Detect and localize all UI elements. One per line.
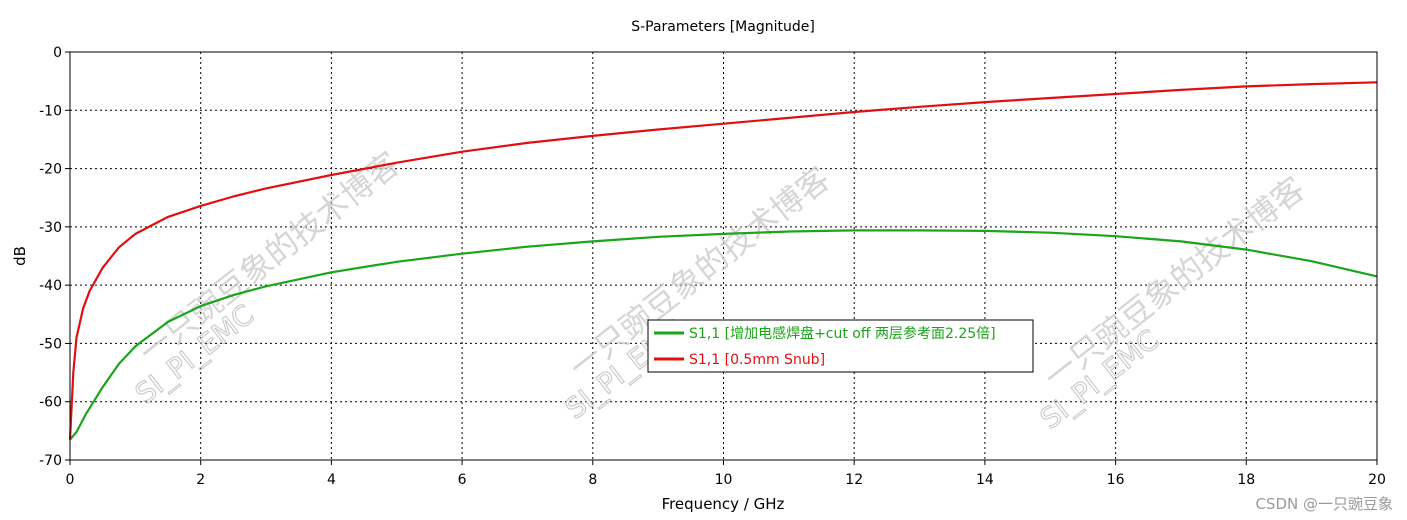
legend-label: S1,1 [增加电感焊盘+cut off 两层参考面2.25倍] bbox=[689, 325, 996, 342]
x-tick-label: 12 bbox=[845, 472, 863, 488]
x-tick-label: 8 bbox=[588, 472, 597, 488]
y-tick-label: -70 bbox=[39, 453, 62, 469]
series-line bbox=[69, 229, 1378, 441]
x-tick-label: 18 bbox=[1237, 472, 1255, 488]
series-layer bbox=[68, 81, 1378, 441]
y-tick-label: -50 bbox=[39, 336, 62, 352]
x-axis-ticks: 0 2 4 6 8 10 12 14 16 18 20 bbox=[66, 460, 1386, 488]
y-tick-label: -20 bbox=[39, 162, 62, 178]
x-tick-label: 14 bbox=[976, 472, 994, 488]
chart-title: S-Parameters [Magnitude] bbox=[631, 19, 815, 35]
y-tick-label: 0 bbox=[53, 45, 62, 61]
x-axis-label: Frequency / GHz bbox=[662, 495, 785, 513]
legend-box bbox=[647, 319, 1034, 373]
watermark-text: 一只豌豆象的技术博客 bbox=[1037, 169, 1313, 396]
y-tick-label: -40 bbox=[39, 278, 62, 294]
x-tick-label: 10 bbox=[715, 472, 733, 488]
x-tick-label: 20 bbox=[1368, 472, 1386, 488]
y-tick-label: -30 bbox=[39, 220, 62, 236]
x-tick-label: 16 bbox=[1107, 472, 1125, 488]
series-line bbox=[68, 81, 1378, 440]
x-tick-label: 2 bbox=[196, 472, 205, 488]
y-axis-label: dB bbox=[11, 246, 29, 266]
x-tick-label: 4 bbox=[327, 472, 336, 488]
y-tick-label: -10 bbox=[39, 103, 62, 119]
y-axis-ticks: 0 -10 -20 -30 -40 -50 -60 -70 bbox=[39, 45, 70, 469]
y-tick-label: -60 bbox=[39, 395, 62, 411]
legend: S1,1 [增加电感焊盘+cut off 两层参考面2.25倍] S1,1 [0… bbox=[647, 319, 1034, 373]
legend-label: S1,1 [0.5mm Snub] bbox=[689, 352, 825, 368]
credit-text: CSDN @一只豌豆象 bbox=[1255, 495, 1393, 513]
grid bbox=[70, 52, 1377, 460]
x-tick-label: 0 bbox=[66, 472, 75, 488]
watermark-text: 一只豌豆象的技术博客 bbox=[132, 144, 408, 371]
x-tick-label: 6 bbox=[458, 472, 467, 488]
